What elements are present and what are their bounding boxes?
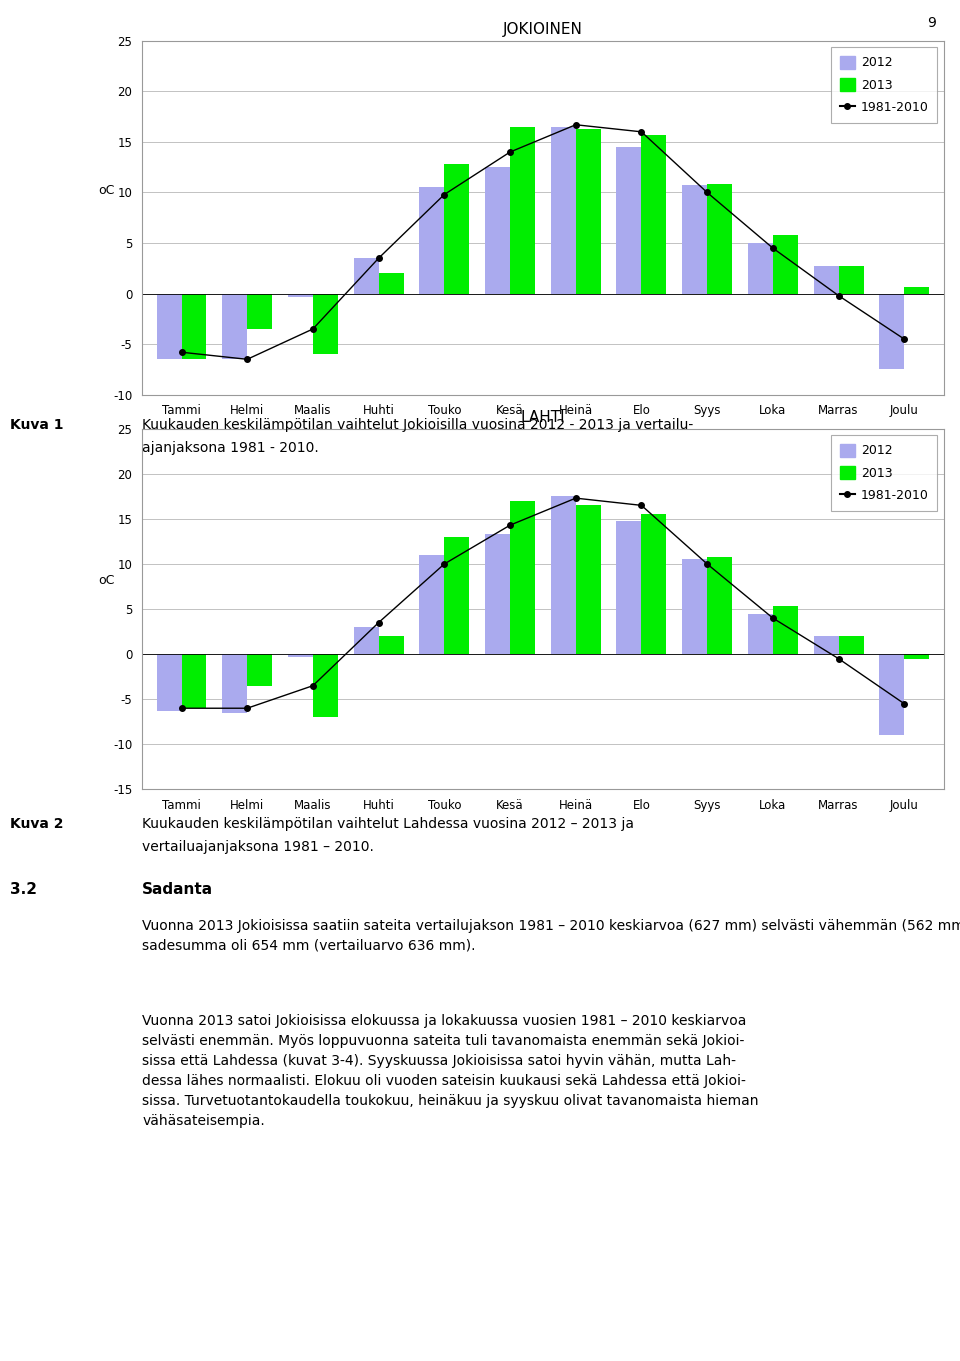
Bar bbox=[641, 514, 666, 655]
Text: Sadanta: Sadanta bbox=[142, 882, 213, 897]
Bar bbox=[616, 147, 641, 294]
Bar bbox=[576, 505, 601, 655]
Bar bbox=[181, 294, 206, 359]
Text: Kuva 1: Kuva 1 bbox=[10, 418, 63, 431]
Bar bbox=[748, 614, 773, 655]
Bar bbox=[616, 521, 641, 655]
Y-axis label: oC: oC bbox=[98, 184, 114, 196]
Title: JOKIOINEN: JOKIOINEN bbox=[503, 22, 583, 37]
Bar bbox=[551, 497, 576, 655]
Text: Vuonna 2013 satoi Jokioisissa elokuussa ja lokakuussa vuosien 1981 – 2010 keskia: Vuonna 2013 satoi Jokioisissa elokuussa … bbox=[142, 1014, 758, 1128]
Bar bbox=[248, 655, 273, 686]
Bar bbox=[181, 655, 206, 708]
Bar bbox=[223, 294, 248, 359]
Bar bbox=[248, 294, 273, 329]
Text: Vuonna 2013 Jokioisissa saatiin sateita vertailujakson 1981 – 2010 keskiarvoa (6: Vuonna 2013 Jokioisissa saatiin sateita … bbox=[142, 919, 960, 953]
Bar bbox=[813, 267, 838, 294]
Bar bbox=[683, 559, 708, 655]
Bar bbox=[708, 557, 732, 655]
Bar bbox=[838, 267, 864, 294]
Text: Kuukauden keskilämpötilan vaihtelut Jokioisilla vuosina 2012 - 2013 ja vertailu-: Kuukauden keskilämpötilan vaihtelut Joki… bbox=[142, 418, 693, 431]
Bar bbox=[510, 127, 535, 294]
Bar bbox=[838, 636, 864, 655]
Bar bbox=[904, 655, 929, 659]
Text: 3.2: 3.2 bbox=[10, 882, 36, 897]
Bar bbox=[353, 627, 378, 655]
Bar bbox=[378, 636, 403, 655]
Bar bbox=[879, 294, 904, 369]
Bar bbox=[904, 287, 929, 294]
Bar bbox=[156, 294, 181, 359]
Text: 9: 9 bbox=[927, 16, 936, 30]
Bar bbox=[378, 274, 403, 294]
Text: Kuva 2: Kuva 2 bbox=[10, 817, 63, 830]
Bar bbox=[485, 535, 510, 655]
Bar bbox=[156, 655, 181, 710]
Bar bbox=[288, 655, 313, 657]
Bar bbox=[813, 636, 838, 655]
Bar bbox=[879, 655, 904, 735]
Bar bbox=[748, 244, 773, 294]
Bar bbox=[773, 235, 798, 294]
Bar bbox=[353, 259, 378, 294]
Text: Kuukauden keskilämpötilan vaihtelut Lahdessa vuosina 2012 – 2013 ja: Kuukauden keskilämpötilan vaihtelut Lahd… bbox=[142, 817, 634, 830]
Bar bbox=[510, 501, 535, 655]
Text: ajanjaksona 1981 - 2010.: ajanjaksona 1981 - 2010. bbox=[142, 441, 319, 455]
Title: LAHTI: LAHTI bbox=[520, 410, 565, 425]
Bar bbox=[223, 655, 248, 713]
Bar bbox=[288, 294, 313, 297]
Bar bbox=[444, 165, 469, 294]
Bar bbox=[551, 127, 576, 294]
Legend: 2012, 2013, 1981-2010: 2012, 2013, 1981-2010 bbox=[830, 436, 937, 510]
Bar bbox=[708, 184, 732, 294]
Bar bbox=[576, 129, 601, 294]
Bar bbox=[641, 135, 666, 294]
Legend: 2012, 2013, 1981-2010: 2012, 2013, 1981-2010 bbox=[830, 48, 937, 122]
Text: vertailuajanjaksona 1981 – 2010.: vertailuajanjaksona 1981 – 2010. bbox=[142, 840, 374, 853]
Bar bbox=[444, 538, 469, 655]
Y-axis label: oC: oC bbox=[98, 574, 114, 588]
Bar bbox=[485, 167, 510, 294]
Bar bbox=[683, 185, 708, 294]
Bar bbox=[420, 188, 444, 294]
Bar bbox=[313, 655, 338, 717]
Bar bbox=[420, 555, 444, 655]
Bar bbox=[313, 294, 338, 354]
Bar bbox=[773, 607, 798, 655]
